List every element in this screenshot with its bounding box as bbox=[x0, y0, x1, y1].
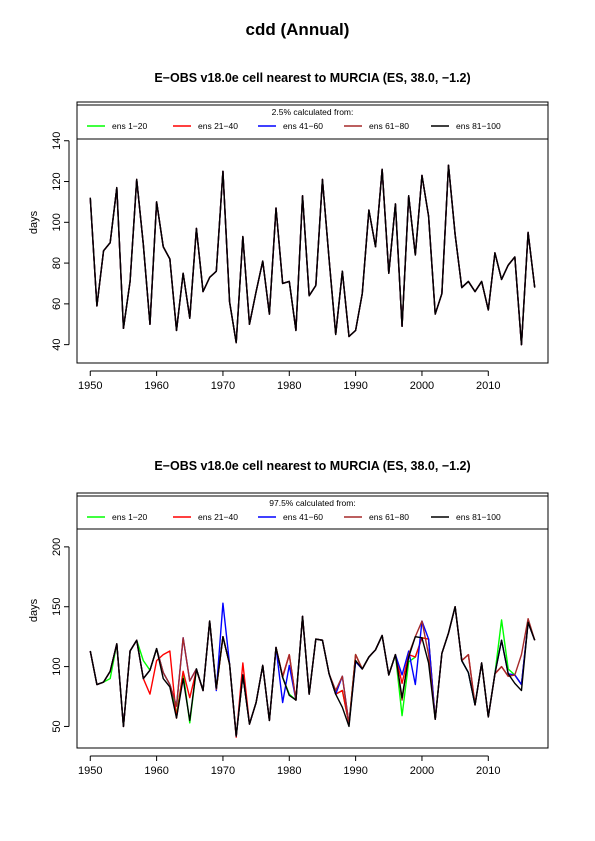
legend-title: 2.5% calculated from: bbox=[272, 107, 354, 117]
x-tick-label: 1980 bbox=[277, 765, 301, 777]
y-tick-label: 60 bbox=[51, 298, 63, 310]
chart-title: E−OBS v18.0e cell nearest to MURCIA (ES,… bbox=[154, 71, 470, 85]
x-tick-label: 1960 bbox=[144, 765, 168, 777]
series-line-5 bbox=[89, 164, 536, 346]
legend-label: ens 21−40 bbox=[198, 121, 238, 131]
y-tick-label: 150 bbox=[51, 598, 63, 616]
legend-label: ens 1−20 bbox=[112, 512, 147, 522]
x-tick-label: 2000 bbox=[410, 765, 434, 777]
y-tick-label: 100 bbox=[51, 213, 63, 231]
legend: 2.5% calculated from: ens 1−20 ens 21−40 en… bbox=[76, 104, 549, 140]
x-tick-label: 1950 bbox=[78, 765, 102, 777]
legend-label: ens 1−20 bbox=[112, 121, 147, 131]
x-tick-label: 1990 bbox=[343, 765, 367, 777]
y-tick-label: 120 bbox=[51, 172, 63, 190]
legend-label: ens 81−100 bbox=[456, 121, 501, 131]
y-tick-label: 140 bbox=[51, 132, 63, 150]
x-tick-label: 2010 bbox=[476, 380, 500, 392]
y-tick-label: 50 bbox=[51, 720, 63, 732]
legend: 97.5% calculated from: ens 1−20 ens 21−40 e… bbox=[76, 495, 549, 530]
legend-box bbox=[76, 104, 549, 140]
chart-title: E−OBS v18.0e cell nearest to MURCIA (ES,… bbox=[154, 459, 470, 473]
plot-frame bbox=[76, 492, 549, 749]
y-tick-label: 80 bbox=[51, 257, 63, 269]
x-tick-label: 1980 bbox=[277, 380, 301, 392]
y-axis-label: days bbox=[28, 210, 40, 234]
series-group bbox=[89, 602, 536, 738]
chart-panel-2: E−OBS v18.0e cell nearest to MURCIA (ES,… bbox=[28, 459, 549, 777]
series-line-2 bbox=[89, 164, 536, 346]
x-tick-label: 1960 bbox=[144, 380, 168, 392]
x-tick-label: 1990 bbox=[343, 380, 367, 392]
chart-panel-1: E−OBS v18.0e cell nearest to MURCIA (ES,… bbox=[28, 71, 549, 392]
figure-title: cdd (Annual) bbox=[245, 20, 350, 39]
legend-label: ens 41−60 bbox=[283, 121, 323, 131]
y-tick-label: 200 bbox=[51, 538, 63, 556]
plot-frame bbox=[76, 101, 549, 364]
x-tick-label: 1970 bbox=[211, 765, 235, 777]
series-line-5 bbox=[89, 606, 536, 737]
series-line-3 bbox=[89, 164, 536, 346]
y-axis-label: days bbox=[28, 598, 40, 622]
legend-label: ens 61−80 bbox=[369, 121, 409, 131]
legend-label: ens 61−80 bbox=[369, 512, 409, 522]
x-tick-label: 1950 bbox=[78, 380, 102, 392]
series-line-4 bbox=[89, 164, 536, 346]
legend-title: 97.5% calculated from: bbox=[269, 498, 355, 508]
legend-label: ens 41−60 bbox=[283, 512, 323, 522]
legend-label: ens 21−40 bbox=[198, 512, 238, 522]
x-tick-label: 2000 bbox=[410, 380, 434, 392]
series-line-1 bbox=[89, 164, 536, 346]
x-tick-label: 2010 bbox=[476, 765, 500, 777]
legend-label: ens 81−100 bbox=[456, 512, 501, 522]
y-tick-label: 40 bbox=[51, 339, 63, 351]
legend-box bbox=[76, 495, 549, 530]
y-tick-label: 100 bbox=[51, 657, 63, 675]
series-group bbox=[89, 164, 536, 346]
x-tick-label: 1970 bbox=[211, 380, 235, 392]
